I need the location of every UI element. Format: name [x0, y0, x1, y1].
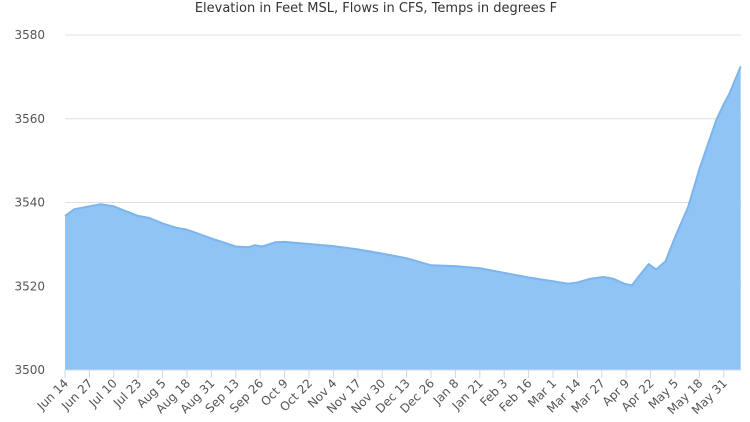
y-tick-label: 3520 — [14, 279, 45, 293]
elevation-area — [65, 66, 741, 371]
y-tick-label: 3580 — [14, 28, 45, 42]
chart-title: Elevation in Feet MSL, Flows in CFS, Tem… — [195, 1, 557, 16]
y-tick-label: 3560 — [14, 112, 45, 126]
elevation-line — [64, 66, 742, 287]
y-tick-label: 3500 — [14, 363, 45, 377]
y-tick-label: 3540 — [14, 196, 45, 210]
